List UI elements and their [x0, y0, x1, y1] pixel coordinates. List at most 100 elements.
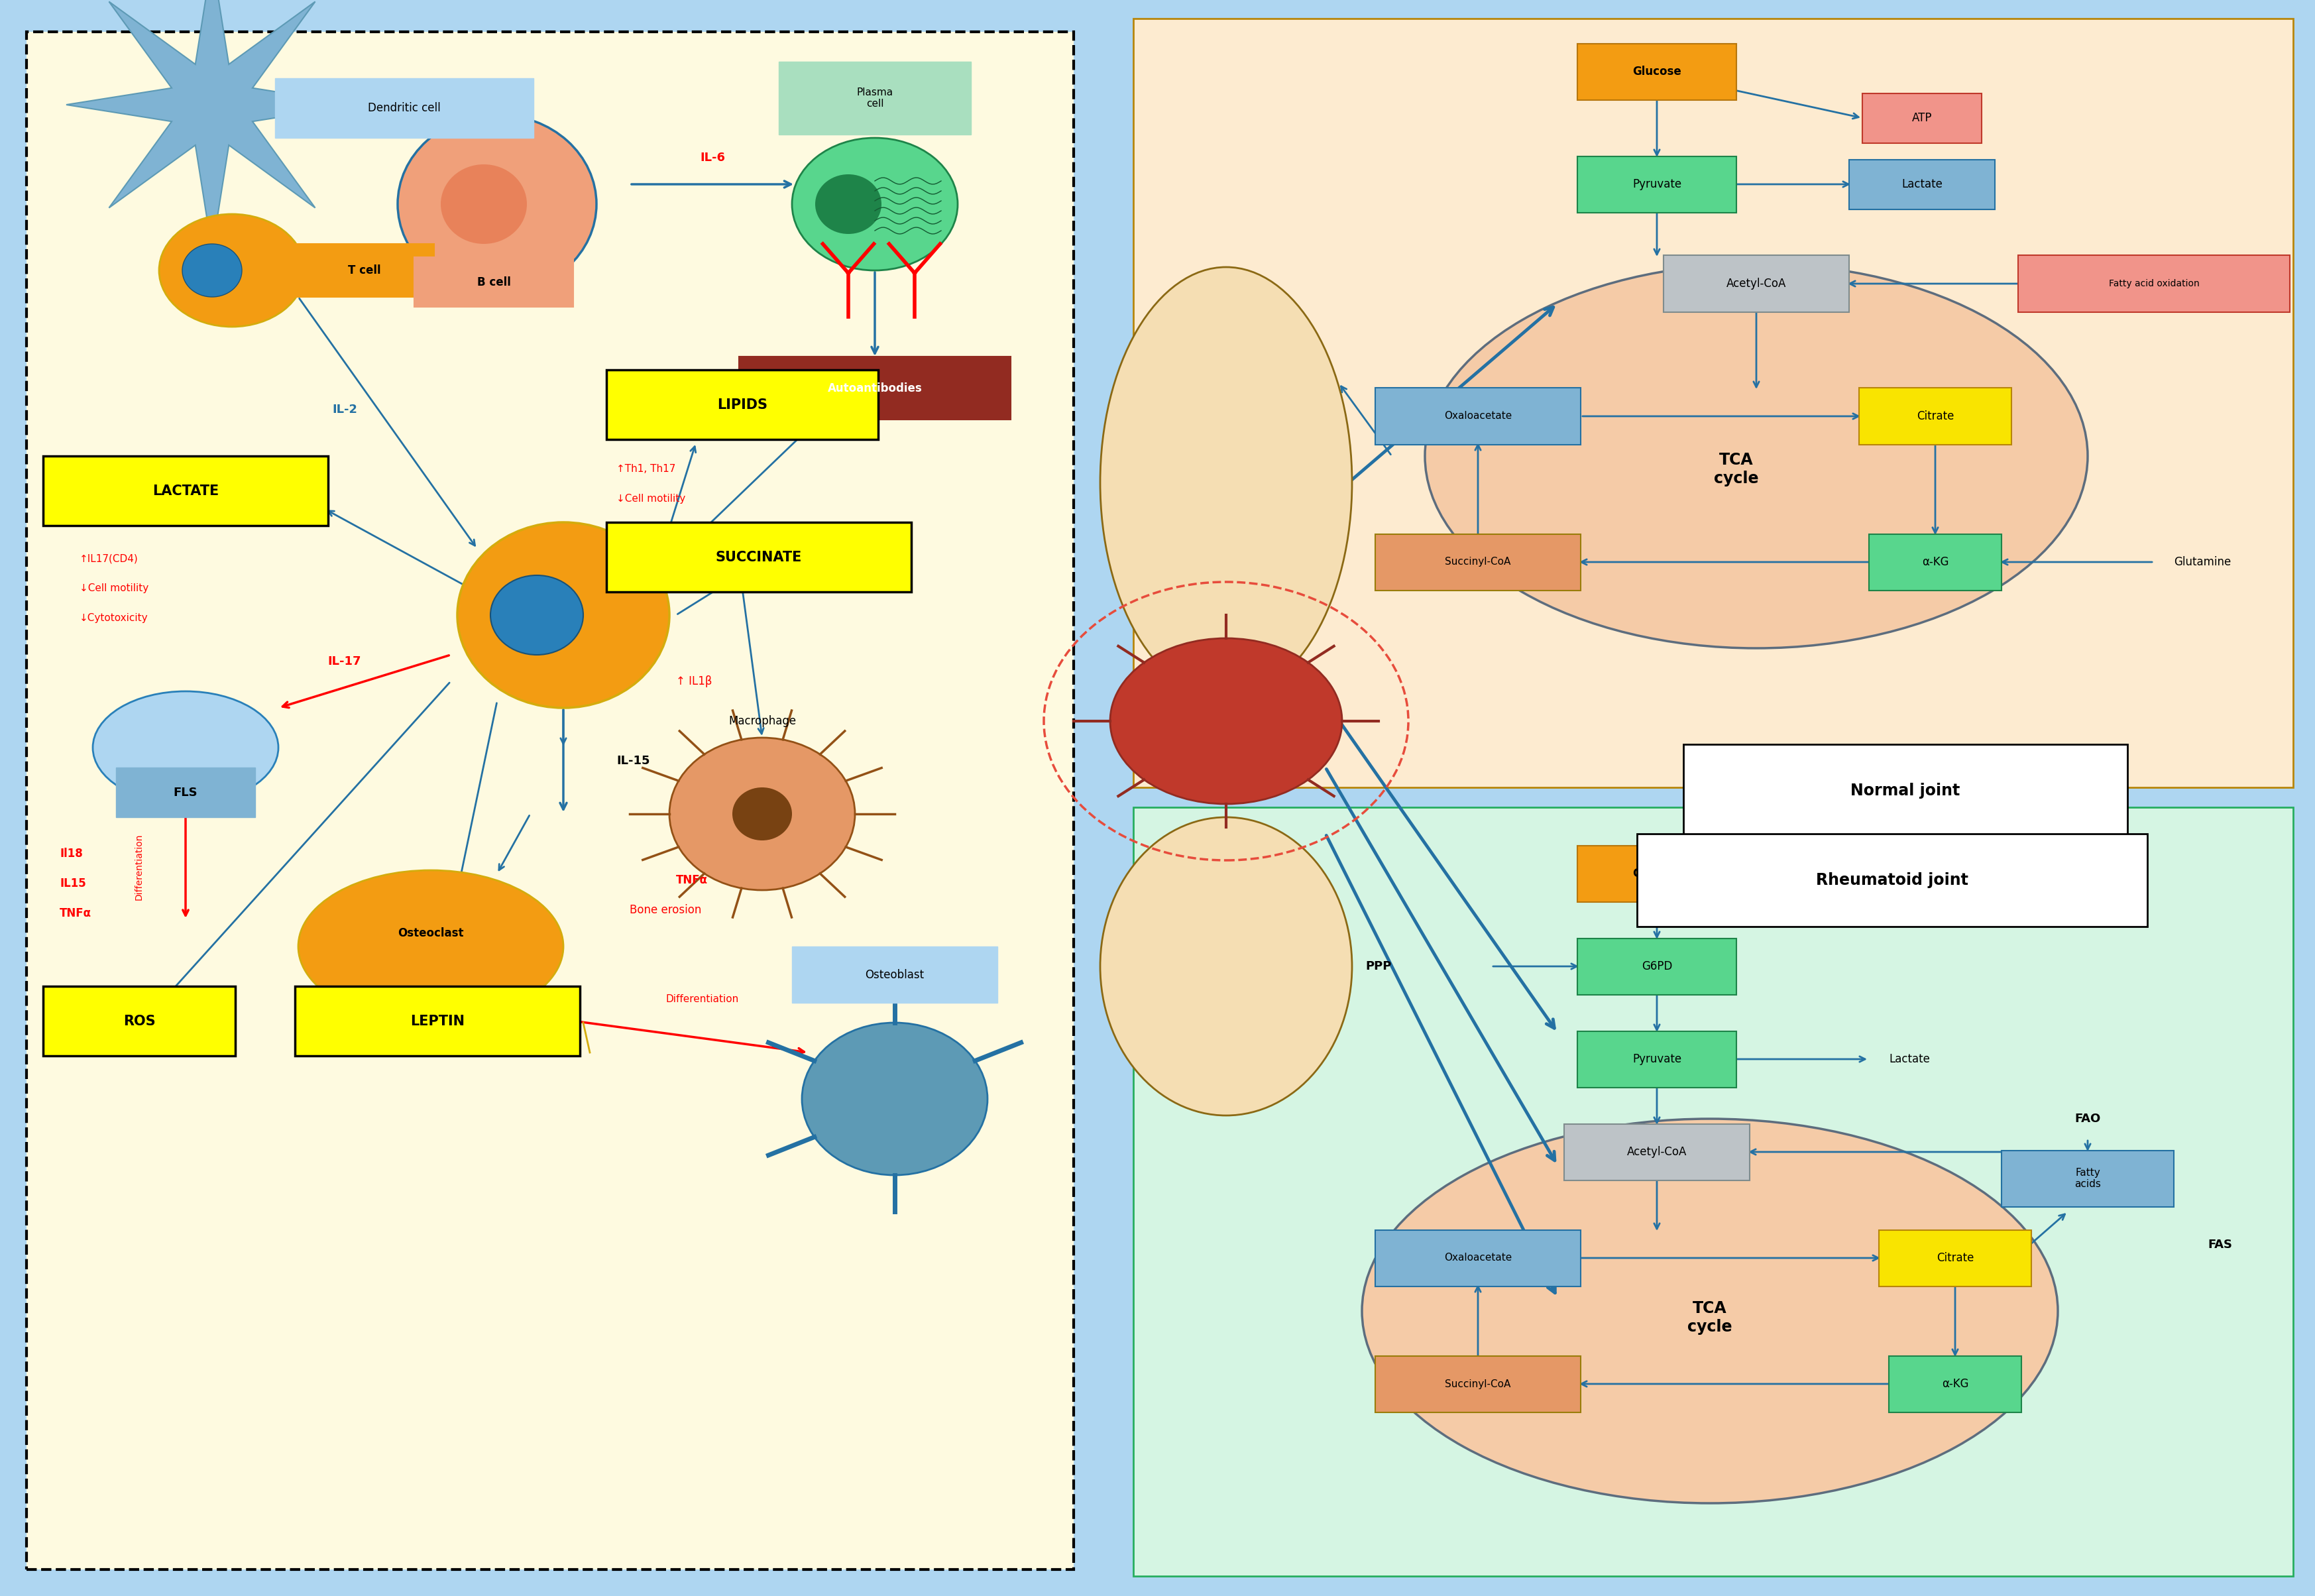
Ellipse shape [93, 691, 278, 804]
Text: ROS: ROS [123, 1015, 155, 1028]
FancyBboxPatch shape [414, 257, 574, 306]
FancyBboxPatch shape [1565, 1124, 1750, 1179]
Text: Dendritic cell: Dendritic cell [368, 102, 440, 113]
FancyBboxPatch shape [1134, 19, 2294, 787]
FancyBboxPatch shape [25, 32, 1074, 1569]
Text: ATP: ATP [1912, 112, 1933, 124]
FancyBboxPatch shape [1868, 535, 2002, 591]
FancyBboxPatch shape [1577, 43, 1736, 99]
Text: Autoantibodies: Autoantibodies [826, 383, 921, 394]
FancyBboxPatch shape [1577, 156, 1736, 212]
Ellipse shape [440, 164, 528, 244]
Text: Oxaloacetate: Oxaloacetate [1445, 412, 1512, 421]
FancyBboxPatch shape [44, 986, 236, 1057]
Text: LEPTIN: LEPTIN [410, 1015, 465, 1028]
Text: α-KG: α-KG [1942, 1377, 1968, 1390]
Text: IL-6: IL-6 [699, 152, 725, 164]
FancyBboxPatch shape [1375, 388, 1581, 444]
Text: Acetyl-CoA: Acetyl-CoA [1727, 278, 1787, 289]
FancyBboxPatch shape [1861, 93, 1982, 142]
Text: Acetyl-CoA: Acetyl-CoA [1627, 1146, 1688, 1157]
FancyBboxPatch shape [738, 356, 1012, 420]
FancyBboxPatch shape [2019, 255, 2290, 311]
Text: Citrate: Citrate [1935, 1251, 1975, 1264]
FancyBboxPatch shape [44, 456, 329, 525]
FancyBboxPatch shape [1577, 846, 1736, 902]
Ellipse shape [458, 522, 669, 709]
Text: LACTATE: LACTATE [153, 485, 220, 498]
FancyBboxPatch shape [294, 986, 581, 1057]
FancyBboxPatch shape [1880, 1231, 2030, 1286]
FancyBboxPatch shape [607, 370, 877, 439]
Text: Glutamine: Glutamine [2174, 555, 2232, 568]
Text: Citrate: Citrate [1917, 410, 1954, 423]
Ellipse shape [1361, 1119, 2058, 1503]
FancyBboxPatch shape [2002, 1151, 2174, 1207]
Text: IL15: IL15 [60, 878, 86, 889]
Text: Bone erosion: Bone erosion [630, 903, 701, 916]
FancyBboxPatch shape [1889, 1355, 2021, 1412]
Ellipse shape [1426, 263, 2088, 648]
FancyBboxPatch shape [116, 768, 255, 817]
Text: T cell: T cell [347, 265, 382, 276]
Text: LIPIDS: LIPIDS [718, 399, 769, 412]
Ellipse shape [815, 174, 882, 235]
FancyBboxPatch shape [1683, 744, 2127, 838]
Text: TCA
cycle: TCA cycle [1713, 452, 1759, 487]
Text: ↑Th1, Th17: ↑Th1, Th17 [616, 464, 676, 474]
Text: Lactate: Lactate [1889, 1053, 1931, 1065]
Text: Osteoblast: Osteoblast [866, 969, 924, 982]
Text: ATP: ATP [1280, 351, 1306, 362]
Text: Succinyl-CoA: Succinyl-CoA [1445, 1379, 1512, 1389]
Text: Oxaloacetate: Oxaloacetate [1445, 1253, 1512, 1262]
FancyBboxPatch shape [294, 244, 435, 297]
Text: Osteoclast: Osteoclast [398, 927, 463, 938]
Text: Fatty acid oxidation: Fatty acid oxidation [2109, 279, 2199, 289]
Text: ↓Cytotoxicity: ↓Cytotoxicity [79, 613, 148, 624]
Text: Il18: Il18 [60, 847, 83, 860]
Ellipse shape [792, 137, 958, 270]
Ellipse shape [299, 870, 563, 1023]
Text: IL-2: IL-2 [331, 404, 357, 415]
FancyBboxPatch shape [792, 946, 998, 1002]
Text: Glucose: Glucose [1632, 868, 1681, 879]
Ellipse shape [183, 244, 241, 297]
Text: ↑IL17(CD4): ↑IL17(CD4) [79, 554, 139, 563]
Ellipse shape [669, 737, 854, 891]
Text: TNFα: TNFα [676, 875, 708, 886]
FancyBboxPatch shape [778, 62, 970, 134]
FancyBboxPatch shape [1859, 388, 2012, 444]
Text: TNFα: TNFα [60, 908, 93, 919]
Text: ↓Cell motility: ↓Cell motility [79, 584, 148, 594]
FancyBboxPatch shape [1375, 1231, 1581, 1286]
Text: FLS: FLS [174, 787, 197, 798]
Ellipse shape [1111, 638, 1343, 804]
Text: ↑ IL1β: ↑ IL1β [676, 675, 713, 688]
Text: IL-15: IL-15 [616, 755, 651, 766]
Text: Succinyl-CoA: Succinyl-CoA [1445, 557, 1512, 567]
Text: Plasma
cell: Plasma cell [857, 88, 894, 109]
Text: TCA
cycle: TCA cycle [1688, 1301, 1732, 1334]
Text: Pyruvate: Pyruvate [1632, 179, 1681, 190]
Ellipse shape [801, 1023, 989, 1175]
FancyBboxPatch shape [1637, 833, 2148, 927]
Polygon shape [67, 0, 359, 251]
Text: PPP: PPP [1366, 961, 1391, 972]
Text: B cell: B cell [477, 276, 512, 289]
Ellipse shape [1100, 267, 1352, 697]
FancyBboxPatch shape [1850, 160, 1996, 209]
Text: Differentiation: Differentiation [667, 994, 738, 1004]
FancyBboxPatch shape [1375, 535, 1581, 591]
Text: IL-17: IL-17 [329, 656, 361, 667]
Text: FAS: FAS [2209, 1238, 2232, 1251]
Ellipse shape [732, 787, 792, 841]
Ellipse shape [491, 575, 583, 654]
Text: α-KG: α-KG [1921, 555, 1949, 568]
FancyBboxPatch shape [1577, 1031, 1736, 1087]
Text: Normal joint: Normal joint [1850, 782, 1961, 798]
FancyBboxPatch shape [607, 522, 912, 592]
Text: Macrophage: Macrophage [729, 715, 796, 728]
FancyBboxPatch shape [275, 78, 532, 137]
FancyBboxPatch shape [1134, 808, 2294, 1577]
Text: G6PD: G6PD [1641, 961, 1671, 972]
